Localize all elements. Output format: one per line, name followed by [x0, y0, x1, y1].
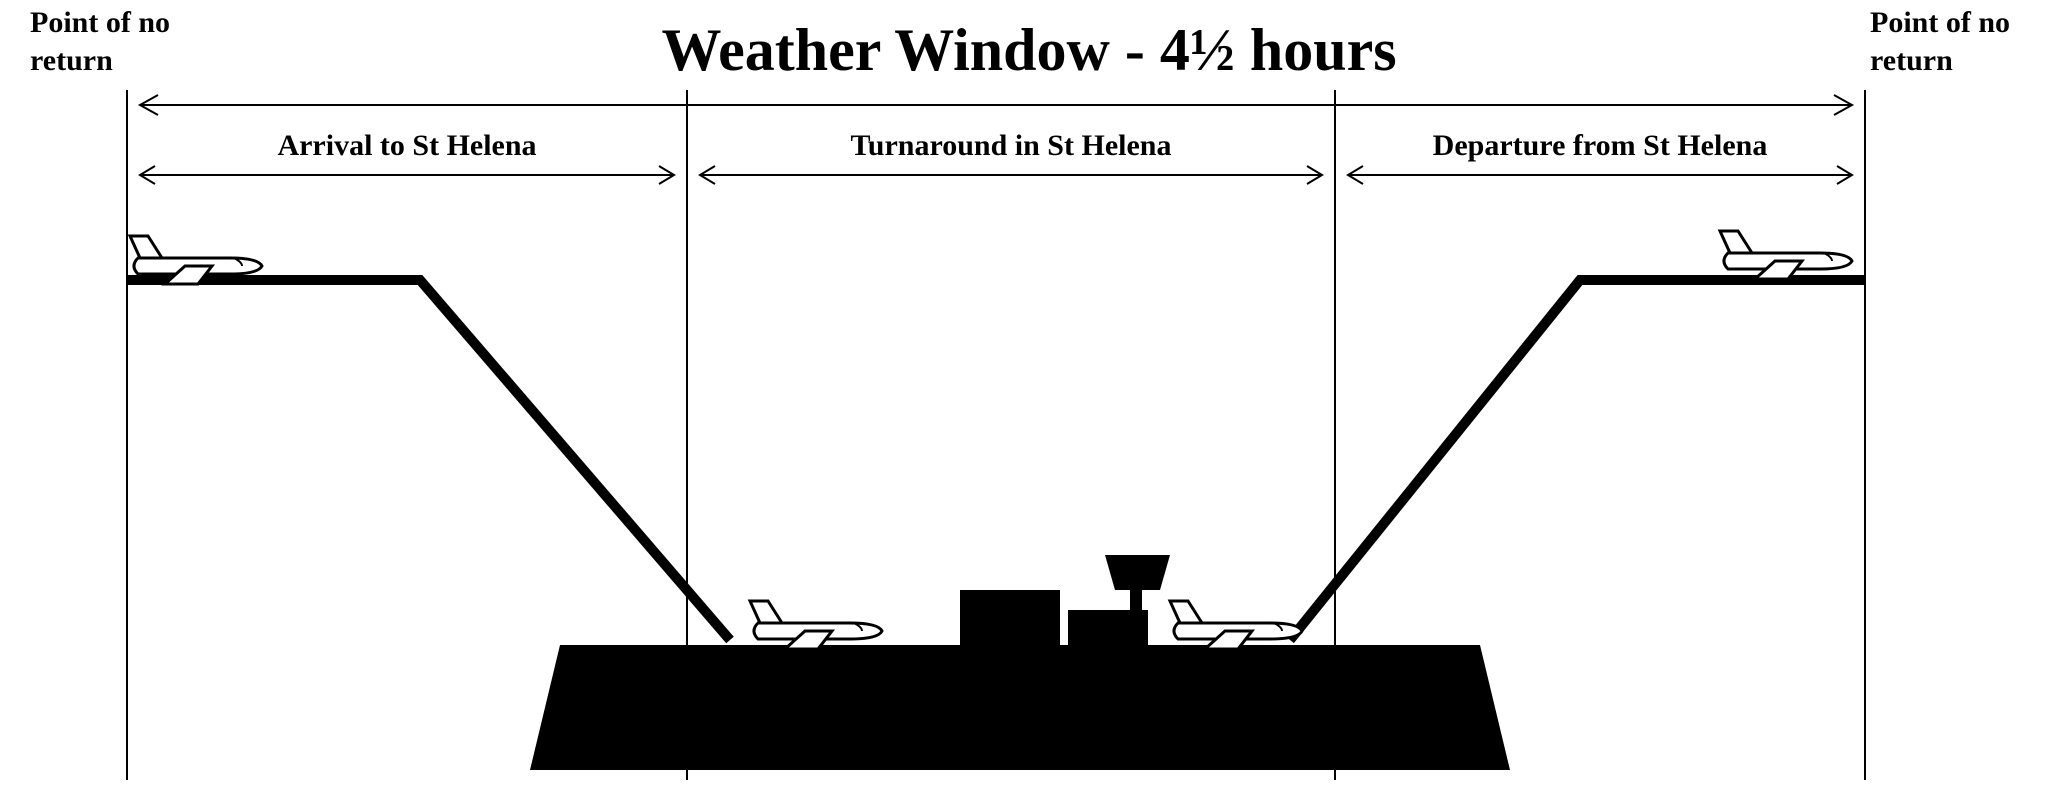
ponr-right-1: Point of no [1870, 6, 2010, 39]
tower-top [1105, 555, 1170, 590]
ponr-left-1: Point of no [30, 6, 170, 39]
flight-path-descent [127, 280, 730, 640]
phase-label-0: Arrival to St Helena [277, 129, 536, 162]
ponr-right-2: return [1870, 44, 1953, 77]
plane-icon-2 [1170, 601, 1302, 649]
main-span-arrow [140, 95, 1852, 115]
flight-path-climb [1290, 280, 1865, 640]
phase-arrow-2 [1348, 166, 1852, 184]
airport-building-1 [960, 590, 1060, 645]
phase-arrow-0 [140, 166, 674, 184]
plane-icon-3 [1720, 231, 1852, 279]
airport-base [530, 645, 1510, 770]
phase-arrow-1 [700, 166, 1322, 184]
ponr-left-2: return [30, 44, 113, 77]
phase-label-1: Turnaround in St Helena [851, 129, 1172, 162]
phase-label-2: Departure from St Helena [1433, 129, 1768, 162]
plane-icon-1 [750, 601, 882, 649]
diagram-title: Weather Window - 4½ hours [661, 17, 1396, 83]
